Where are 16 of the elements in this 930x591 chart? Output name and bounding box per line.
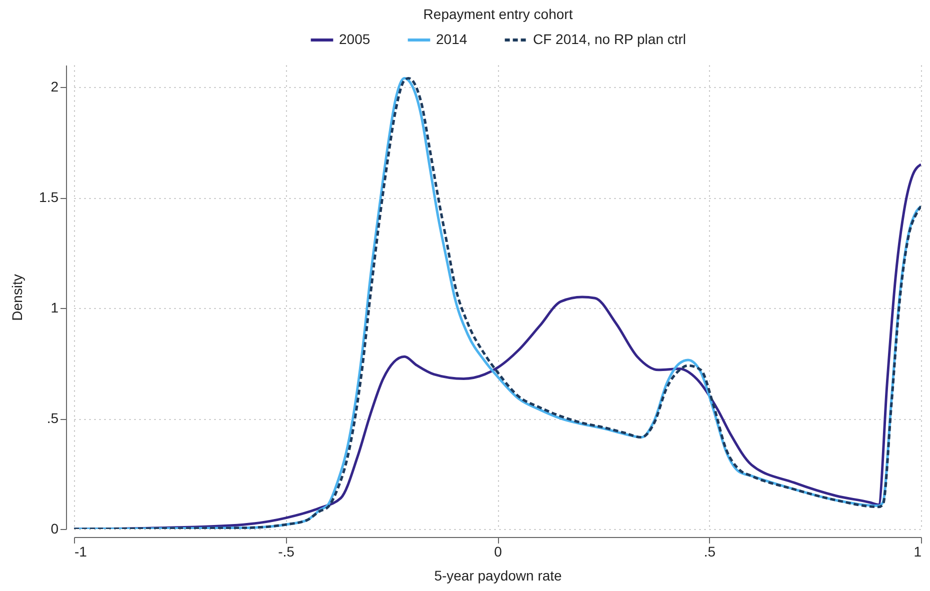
y-tick-label: 0: [50, 520, 59, 536]
x-tick-label: 0: [494, 544, 502, 560]
y-tick-label: .5: [46, 410, 59, 426]
x-tick-label: -.5: [278, 544, 295, 560]
y-tick-label: 2: [50, 78, 59, 95]
legend-label: 2014: [436, 31, 468, 47]
y-axis-title: Density: [9, 274, 26, 321]
x-tick-label: 1: [914, 544, 922, 560]
x-tick-label: -1: [74, 544, 88, 560]
x-tick-label: .5: [704, 544, 716, 560]
legend-label: 2005: [339, 31, 370, 47]
y-tick-label: 1.5: [39, 189, 59, 206]
legend-title: Repayment entry cohort: [423, 6, 573, 22]
legend-label: CF 2014, no RP plan ctrl: [533, 31, 686, 47]
x-axis-title: 5-year paydown rate: [434, 568, 562, 584]
y-tick-label: 1: [50, 300, 59, 316]
